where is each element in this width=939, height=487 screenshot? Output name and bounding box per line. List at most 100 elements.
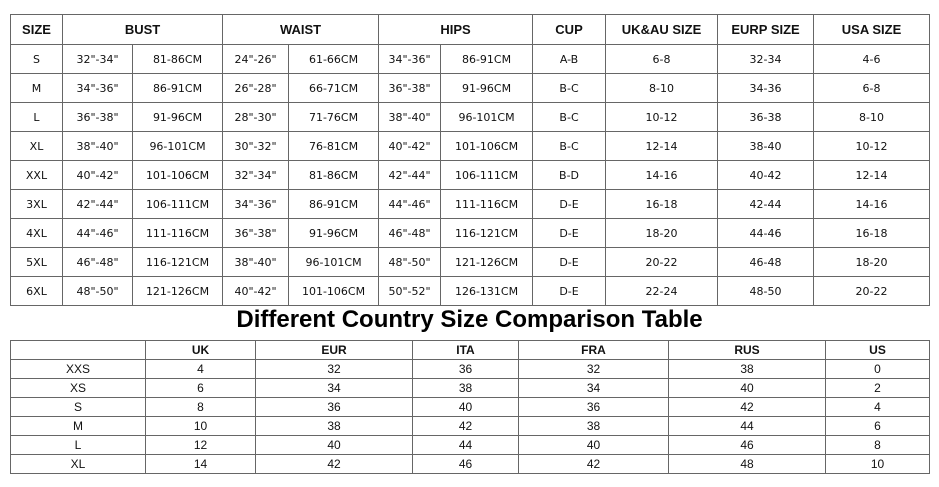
table-cell: 32"-34" — [62, 44, 133, 74]
table-cell: 40-42 — [717, 160, 815, 190]
table-cell: 44"-46" — [62, 218, 133, 248]
table-cell: 18-20 — [605, 218, 719, 248]
table-cell: L — [10, 102, 63, 132]
table-cell: 26"-28" — [222, 73, 290, 103]
table-cell: 34 — [518, 378, 669, 398]
table-cell: 40 — [518, 435, 669, 455]
table-cell: 6 — [145, 378, 256, 398]
header-cell: US — [825, 340, 930, 360]
table-cell: 10 — [145, 416, 256, 436]
table-cell: 32"-34" — [222, 160, 290, 190]
table-cell: 121-126CM — [131, 276, 224, 306]
header-cell: CUP — [532, 14, 607, 45]
table-cell: 28"-30" — [222, 102, 290, 132]
table-cell: 101-106CM — [440, 131, 534, 161]
table-cell: 86-91CM — [288, 189, 380, 219]
table-cell: D-E — [532, 218, 607, 248]
table-cell: 32 — [255, 359, 413, 379]
table-row: S 8 36 40 36 42 4 — [10, 397, 930, 417]
table-cell: 46 — [412, 454, 519, 474]
table-cell: 86-91CM — [440, 44, 534, 74]
table-cell: 36"-38" — [378, 73, 442, 103]
table-row: L 12 40 44 40 46 8 — [10, 435, 930, 455]
table-row: S 32"-34" 81-86CM 24"-26" 61-66CM 34"-36" 86-9… — [10, 44, 931, 74]
header-cell: HIPS — [378, 14, 534, 45]
table-cell: XXS — [10, 359, 146, 379]
table-cell: 8 — [145, 397, 256, 417]
table-cell: 10-12 — [605, 102, 719, 132]
table-cell: 38 — [518, 416, 669, 436]
header-cell: BUST — [61, 14, 224, 45]
table-cell: 46 — [668, 435, 826, 455]
header-cell: UK — [145, 340, 256, 360]
table-cell: 34"-36" — [62, 73, 133, 103]
table-cell: 38-40 — [717, 131, 815, 161]
table-cell: 4 — [825, 397, 930, 417]
table-cell: 6-8 — [605, 44, 719, 74]
table-cell: 32-34 — [717, 44, 815, 74]
table-cell: 3XL — [10, 189, 63, 219]
table-cell: 36-38 — [717, 102, 815, 132]
table-cell: 34-36 — [717, 73, 815, 103]
table-cell: 40"-42" — [62, 160, 133, 190]
table-cell: 38 — [668, 359, 826, 379]
table-cell: 48"-50" — [62, 276, 133, 306]
table-cell: D-E — [532, 189, 607, 219]
table-cell: 38 — [412, 378, 519, 398]
table-row: XS 6 34 38 34 40 2 — [10, 378, 930, 398]
corner-cell — [10, 340, 146, 360]
table-cell: XS — [10, 378, 146, 398]
table-cell: 38"-40" — [378, 102, 442, 132]
header-row: UK EUR ITA FRA RUS US — [10, 340, 930, 360]
table-cell: 86-91CM — [131, 73, 224, 103]
table-cell: B-C — [532, 73, 607, 103]
table-row: 4XL 44"-46" 111-116CM 36"-38" 91-96CM 46"-48"… — [10, 218, 931, 248]
table-cell: 14-16 — [813, 189, 931, 219]
header-cell: USA SIZE — [813, 14, 931, 45]
table-cell: D-E — [532, 276, 607, 306]
table-cell: 34 — [255, 378, 413, 398]
table-cell: 42"-44" — [378, 160, 442, 190]
table-cell: 66-71CM — [288, 73, 380, 103]
table-cell: 61-66CM — [288, 44, 380, 74]
table-cell: 121-126CM — [440, 247, 534, 277]
table-cell: 38"-40" — [222, 247, 290, 277]
header-cell: FRA — [518, 340, 669, 360]
header-row: SIZE BUST WAIST HIPS CUP UK&AU SIZE EURP SIZE U… — [10, 14, 931, 45]
table-cell: 116-121CM — [440, 218, 534, 248]
header-cell: ITA — [412, 340, 519, 360]
table-cell: XL — [10, 131, 63, 161]
table-cell: 48"-50" — [378, 247, 442, 277]
table-cell: 18-20 — [813, 247, 931, 277]
table-cell: B-C — [532, 102, 607, 132]
table-cell: B-D — [532, 160, 607, 190]
table-cell: 36 — [518, 397, 669, 417]
table-cell: 42 — [668, 397, 826, 417]
table-cell: 36"-38" — [222, 218, 290, 248]
table-cell: 42"-44" — [62, 189, 133, 219]
table-cell: 8 — [825, 435, 930, 455]
table-cell: 48 — [668, 454, 826, 474]
table-cell: 40 — [255, 435, 413, 455]
table-cell: 12-14 — [813, 160, 931, 190]
table-cell: 91-96CM — [131, 102, 224, 132]
table-cell: 16-18 — [605, 189, 719, 219]
table-body: XXS 4 32 36 32 38 0 XS 6 34 38 34 40 2 S 8 36 40 36 42 4 M 10 3… — [10, 359, 930, 474]
table-cell: 81-86CM — [288, 160, 380, 190]
table-cell: 42 — [255, 454, 413, 474]
table-cell: 48-50 — [717, 276, 815, 306]
table-cell: B-C — [532, 131, 607, 161]
table-cell: 96-101CM — [288, 247, 380, 277]
table-cell: XXL — [10, 160, 63, 190]
table-cell: 36 — [255, 397, 413, 417]
table-cell: 96-101CM — [131, 131, 224, 161]
header-cell: RUS — [668, 340, 826, 360]
table-cell: M — [10, 73, 63, 103]
table-cell: 30"-32" — [222, 131, 290, 161]
table-row: XXL 40"-42" 101-106CM 32"-34" 81-86CM 42"-44"… — [10, 160, 931, 190]
table-row: L 36"-38" 91-96CM 28"-30" 71-76CM 38"-40" 96-1… — [10, 102, 931, 132]
table-cell: 71-76CM — [288, 102, 380, 132]
table-cell: 42 — [412, 416, 519, 436]
table-cell: 6-8 — [813, 73, 931, 103]
